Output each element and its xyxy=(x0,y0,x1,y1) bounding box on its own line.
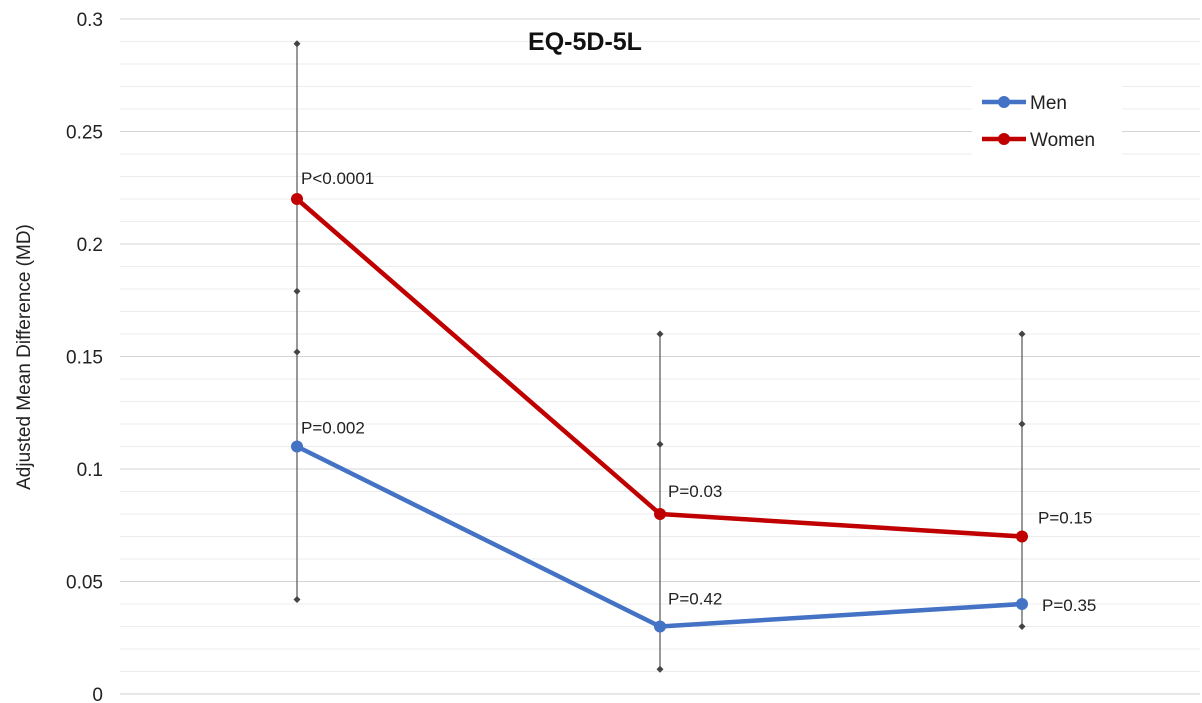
data-label: P=0.35 xyxy=(1042,596,1096,615)
error-bars xyxy=(293,40,1026,673)
error-bar-marker xyxy=(656,440,664,448)
data-label: P=0.15 xyxy=(1038,509,1092,528)
error-bar-marker xyxy=(293,40,301,48)
data-point-women xyxy=(291,193,303,205)
legend-label: Men xyxy=(1030,93,1067,114)
y-axis-ticks: 0 0.05 0.1 0.15 0.2 0.25 0.3 xyxy=(66,10,103,703)
error-bar-marker xyxy=(656,665,664,673)
y-tick-label: 0.3 xyxy=(77,10,103,31)
legend: Men Women xyxy=(972,80,1122,160)
error-bar-marker xyxy=(293,287,301,295)
legend-label: Women xyxy=(1030,130,1095,151)
error-bar-marker xyxy=(656,330,664,338)
error-bar-marker xyxy=(1018,330,1026,338)
error-bar-marker xyxy=(293,596,301,603)
y-tick-label: 0.25 xyxy=(66,123,103,144)
error-bar-marker xyxy=(293,348,301,356)
data-label: P<0.0001 xyxy=(301,169,374,188)
data-label: P=0.03 xyxy=(668,482,722,501)
y-tick-label: 0.05 xyxy=(66,573,103,594)
y-tick-label: 0.2 xyxy=(77,235,103,256)
data-point-women xyxy=(1016,530,1028,543)
data-point-men xyxy=(291,440,303,453)
legend-swatch-marker xyxy=(998,133,1010,145)
chart-title: EQ-5D-5L xyxy=(528,28,642,56)
y-tick-label: 0 xyxy=(92,685,103,703)
data-point-men xyxy=(654,620,666,633)
error-bar-marker xyxy=(1018,420,1026,428)
error-bar-marker xyxy=(1018,623,1026,630)
data-point-men xyxy=(1016,598,1028,610)
data-point-women xyxy=(654,508,666,520)
data-series: P=0.002 P=0.42 P=0.35 P<0.0001 P=0.03 P=0.15 xyxy=(291,169,1096,633)
data-label: P=0.42 xyxy=(668,590,722,609)
legend-swatch-marker xyxy=(998,96,1010,108)
y-tick-label: 0.1 xyxy=(77,460,103,481)
data-label: P=0.002 xyxy=(301,419,365,438)
y-tick-label: 0.15 xyxy=(66,348,103,369)
y-axis-title: Adjusted Mean Difference (MD) xyxy=(14,224,35,490)
legend-box xyxy=(972,80,1122,160)
